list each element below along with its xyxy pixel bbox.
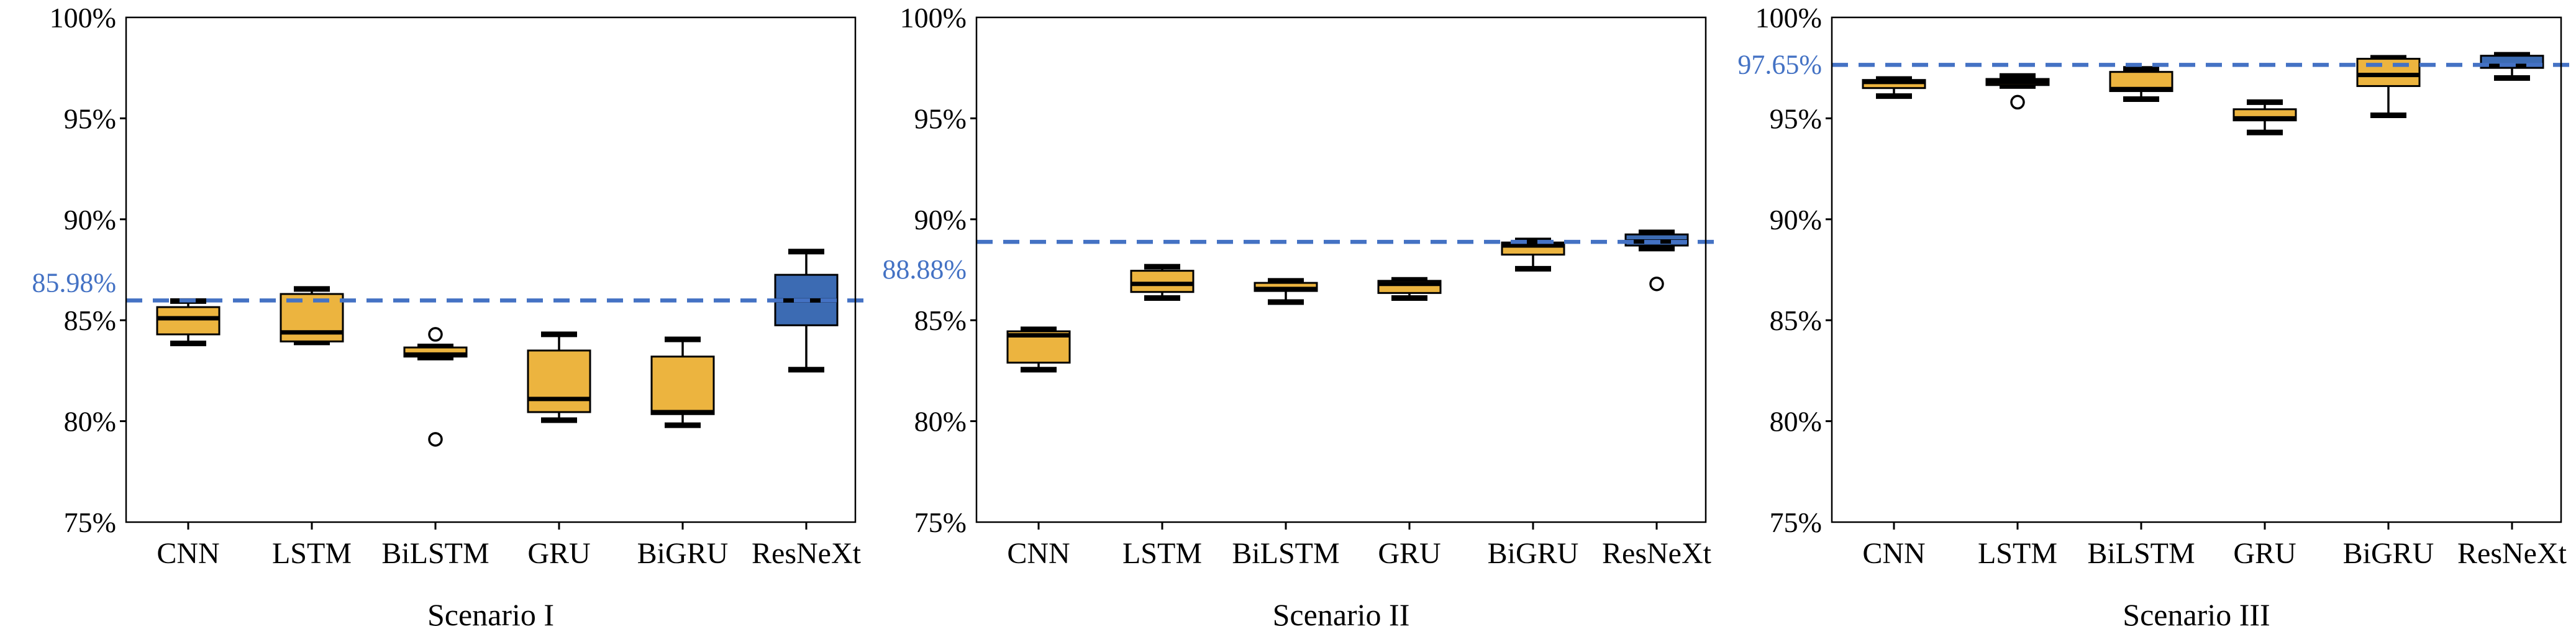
boxplot-LSTM [1130, 264, 1195, 301]
category-label-BiLSTM: BiLSTM [1232, 537, 1339, 570]
category-label-LSTM: LSTM [272, 537, 352, 570]
y-tick-label-80: 80% [64, 406, 116, 438]
box-CNN [156, 306, 221, 336]
boxplot-LSTM [280, 286, 344, 346]
boxplot-GRU [527, 331, 591, 423]
plot-frame [125, 16, 857, 523]
category-label-CNN: CNN [1007, 537, 1070, 570]
box-BiGRU [650, 356, 715, 415]
y-tick-label-85: 85% [914, 305, 967, 336]
boxplot-BiLSTM [2109, 66, 2173, 103]
xlabel: Scenario II [1273, 597, 1410, 632]
category-label-LSTM: LSTM [1978, 537, 2057, 570]
outlier-ResNeXt [1649, 276, 1664, 292]
subplot-scenario-i: 100% 95% 90% 85% 80% 75% 85.98% CNN LSTM BiLSTM GR… [32, 2, 871, 632]
y-tick-label-95: 95% [1770, 103, 1822, 134]
category-label-BiLSTM: BiLSTM [2087, 537, 2195, 570]
plot-frame [975, 16, 1707, 523]
category-label-GRU: GRU [1378, 537, 1440, 570]
outlier-LSTM [2010, 94, 2025, 110]
y-tick-label-90: 90% [1770, 204, 1822, 236]
y-tick-label-95: 95% [914, 103, 967, 134]
box-GRU [527, 349, 591, 413]
category-label-ResNeXt: ResNeXt [1602, 537, 1712, 570]
category-label-ResNeXt: ResNeXt [752, 537, 862, 570]
category-label-GRU: GRU [2233, 537, 2296, 570]
y-tick-label-85: 85% [64, 305, 116, 336]
category-label-LSTM: LSTM [1122, 537, 1202, 570]
category-label-CNN: CNN [1862, 537, 1925, 570]
boxplot-BiGRU [650, 336, 715, 428]
boxplot-ResNeXt [774, 249, 839, 373]
plot-frame [1831, 16, 2562, 523]
y-tick-label-90: 90% [64, 204, 116, 236]
boxplot-GRU [2232, 99, 2297, 136]
reference-label: 97.65% [1737, 49, 1822, 80]
boxplot-LSTM [1985, 73, 2050, 110]
y-tick-label-80: 80% [914, 406, 967, 438]
boxplot-CNN [1006, 326, 1071, 373]
boxplot-BiGRU [1501, 237, 1565, 272]
y-tick-label-75: 75% [64, 507, 116, 538]
y-tick-label-75: 75% [1770, 507, 1822, 538]
subplot-scenario-iii: 100% 95% 90% 85% 80% 75% 97.65% CNN LSTM BiLSTM GR… [1737, 2, 2576, 632]
y-tick-label-100: 100% [900, 2, 967, 34]
xlabel: Scenario III [2123, 597, 2270, 632]
category-label-BiLSTM: BiLSTM [381, 537, 489, 570]
boxplot-GRU [1377, 277, 1442, 301]
reference-label: 85.98% [32, 267, 116, 298]
y-tick-label-75: 75% [914, 507, 967, 538]
category-label-BiGRU: BiGRU [2343, 537, 2434, 570]
y-tick-label-80: 80% [1770, 406, 1822, 438]
boxplot-BiLSTM [1254, 278, 1318, 305]
boxplot-CNN [156, 298, 221, 347]
y-tick-label-90: 90% [914, 204, 967, 236]
reference-label: 88.88% [882, 254, 967, 285]
subplot-scenario-ii: 100% 95% 90% 85% 80% 75% 88.88% CNN LSTM BiLSTM GR… [882, 2, 1721, 632]
y-tick-label-100: 100% [50, 2, 116, 34]
xlabel: Scenario I [427, 597, 554, 632]
category-label-ResNeXt: ResNeXt [2457, 537, 2567, 570]
y-tick-label-95: 95% [64, 103, 116, 134]
category-label-GRU: GRU [527, 537, 590, 570]
outlier-BiLSTM [428, 327, 443, 342]
boxplot-CNN [1862, 76, 1926, 99]
box-LSTM [1130, 270, 1195, 293]
category-label-BiGRU: BiGRU [1488, 537, 1579, 570]
y-tick-label-85: 85% [1770, 305, 1822, 336]
outlier-BiLSTM [428, 432, 443, 447]
category-label-CNN: CNN [157, 537, 219, 570]
category-label-BiGRU: BiGRU [637, 537, 729, 570]
y-tick-label-100: 100% [1755, 2, 1822, 34]
boxplot-BiLSTM [403, 327, 468, 447]
